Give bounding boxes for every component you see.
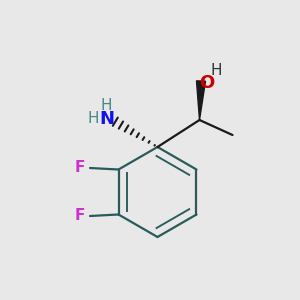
Text: F: F <box>75 208 86 224</box>
Text: N: N <box>99 110 114 128</box>
Text: H: H <box>87 111 99 126</box>
Text: F: F <box>75 160 86 175</box>
Polygon shape <box>196 81 206 120</box>
Text: H: H <box>101 98 112 112</box>
Text: H: H <box>210 63 222 78</box>
Text: O: O <box>200 74 214 92</box>
